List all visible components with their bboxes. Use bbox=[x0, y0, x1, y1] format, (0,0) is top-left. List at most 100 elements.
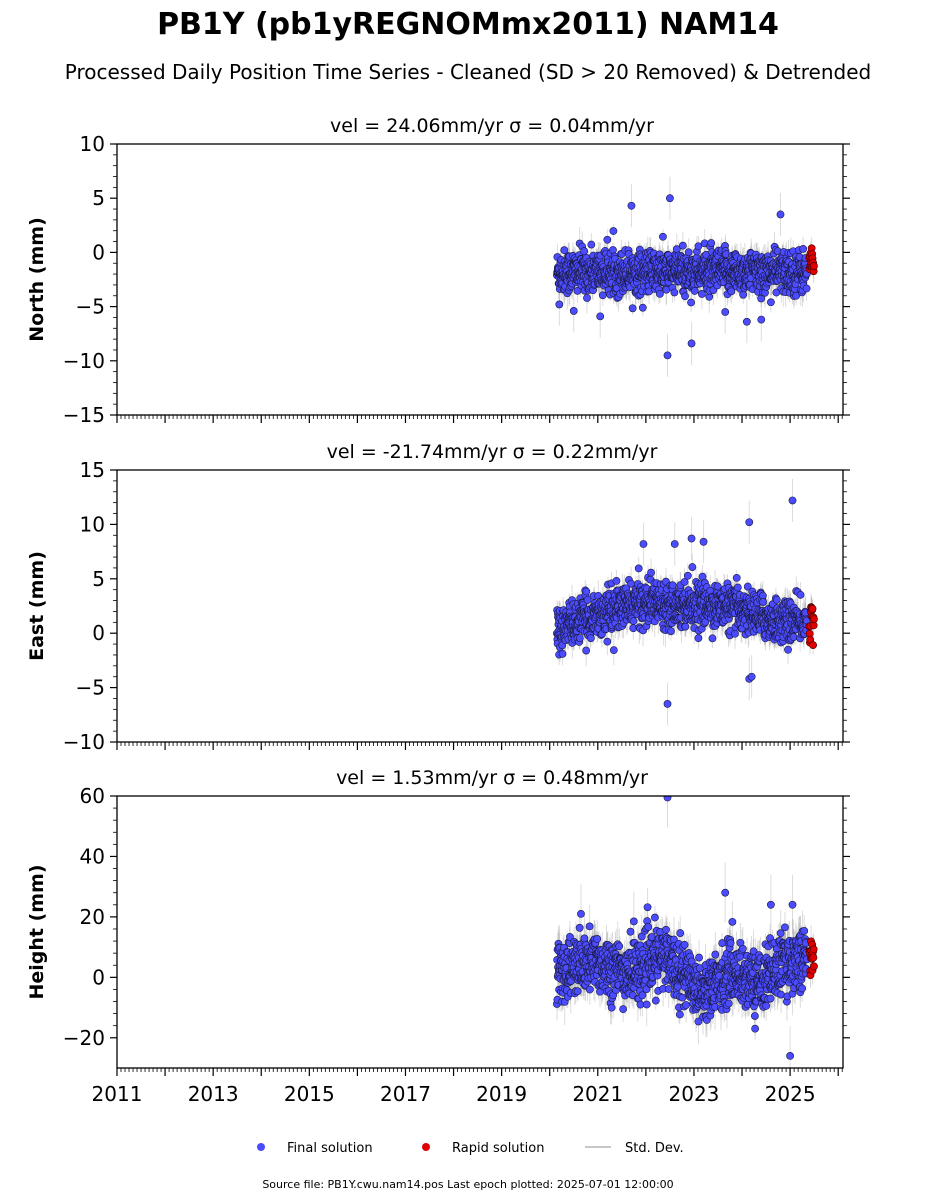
ytick-label: 10 bbox=[80, 132, 105, 156]
final-solution-point bbox=[627, 579, 636, 588]
final-solution-point bbox=[647, 568, 655, 577]
final-solution-point bbox=[638, 303, 647, 312]
ytick-label: −15 bbox=[63, 403, 105, 427]
final-solution-point bbox=[569, 307, 578, 315]
final-solution-point bbox=[713, 582, 722, 591]
final-solution-point bbox=[587, 240, 596, 249]
final-solution-point bbox=[687, 534, 696, 543]
final-solution-point bbox=[603, 235, 612, 244]
final-solution-point bbox=[745, 518, 754, 527]
final-solution-point bbox=[690, 287, 699, 295]
final-solution-point bbox=[666, 194, 674, 203]
final-solution-point bbox=[628, 304, 637, 313]
panel-title-north: vel = 24.06mm/yr σ = 0.04mm/yr bbox=[330, 115, 654, 137]
final-solution-point bbox=[799, 245, 808, 253]
final-solution-point bbox=[742, 317, 751, 326]
final-solution-point bbox=[707, 239, 716, 247]
plot-area-north bbox=[553, 176, 818, 377]
final-solution-point bbox=[694, 634, 703, 643]
rapid-solution-point bbox=[808, 604, 817, 613]
final-solution-point bbox=[721, 308, 730, 316]
axes-frame-east bbox=[116, 469, 844, 743]
final-solution-point bbox=[743, 582, 752, 591]
final-solution-point bbox=[560, 246, 569, 255]
final-solution-point bbox=[767, 298, 775, 307]
rapid-solution-point bbox=[810, 615, 818, 624]
ytick-label: −5 bbox=[76, 295, 105, 319]
final-solution-point bbox=[747, 672, 756, 681]
rapid-solution-point bbox=[809, 641, 817, 650]
ylabel-north: North (mm) bbox=[26, 217, 48, 342]
figure-title: PB1Y (pb1yREGNOMmx2011) NAM14 bbox=[157, 7, 779, 42]
final-solution-point bbox=[634, 564, 643, 573]
final-solution-point bbox=[759, 598, 768, 606]
final-solution-point bbox=[776, 210, 785, 219]
panel-title-east: vel = -21.74mm/yr σ = 0.22mm/yr bbox=[327, 441, 658, 463]
final-solution-point bbox=[727, 287, 736, 296]
final-solution-point bbox=[684, 248, 693, 257]
plot-area-east bbox=[553, 478, 818, 726]
final-solution-point bbox=[697, 290, 706, 298]
final-solution-point bbox=[575, 634, 584, 643]
final-solution-point bbox=[739, 290, 748, 299]
final-solution-point bbox=[681, 292, 689, 301]
final-solution-point bbox=[582, 646, 591, 655]
final-solution-point bbox=[772, 595, 781, 604]
final-solution-point bbox=[596, 312, 605, 321]
final-solution-point bbox=[656, 289, 664, 298]
final-solution-point bbox=[680, 578, 689, 586]
final-solution-point bbox=[678, 241, 687, 250]
final-solution-point bbox=[683, 571, 692, 580]
final-solution-point bbox=[708, 634, 717, 643]
panel-east: vel = -21.74mm/yr σ = 0.22mm/yr East (mm)… bbox=[26, 441, 850, 754]
final-solution-point bbox=[629, 617, 638, 625]
final-solution-point bbox=[609, 246, 617, 254]
final-solution-point bbox=[670, 540, 679, 548]
ytick-label: 5 bbox=[92, 567, 105, 591]
final-solution-point bbox=[580, 247, 589, 256]
final-solution-point bbox=[796, 590, 805, 599]
final-solution-point bbox=[788, 496, 797, 505]
final-solution-point bbox=[667, 627, 675, 636]
final-solution-point bbox=[694, 242, 703, 251]
final-solution-point bbox=[802, 284, 811, 293]
final-solution-point bbox=[670, 288, 679, 297]
final-solution-point bbox=[668, 581, 677, 590]
final-solution-point bbox=[609, 646, 618, 655]
final-solution-point bbox=[583, 596, 592, 604]
final-solution-point bbox=[603, 637, 612, 646]
final-solution-point bbox=[659, 232, 667, 241]
final-solution-point bbox=[688, 563, 697, 571]
final-solution-point bbox=[609, 227, 618, 235]
final-solution-point bbox=[784, 645, 792, 654]
final-solution-point bbox=[792, 291, 801, 300]
final-solution-point bbox=[699, 537, 708, 546]
ytick-label: 0 bbox=[92, 240, 105, 264]
rapid-solution-point bbox=[810, 262, 818, 270]
ytick-label: 5 bbox=[92, 186, 105, 210]
final-solution-point bbox=[789, 633, 798, 641]
final-solution-point bbox=[639, 540, 648, 548]
axes-frame-north bbox=[116, 143, 844, 416]
final-solution-point bbox=[583, 294, 591, 302]
ytick-label: −10 bbox=[63, 349, 105, 373]
ylabel-east: East (mm) bbox=[26, 551, 48, 661]
ytick-label: 15 bbox=[80, 458, 105, 482]
final-solution-point bbox=[733, 583, 742, 592]
final-solution-point bbox=[731, 629, 739, 638]
final-solution-point bbox=[757, 315, 766, 324]
final-solution-point bbox=[586, 634, 595, 643]
final-solution-point bbox=[612, 576, 621, 585]
final-solution-point bbox=[582, 587, 591, 596]
final-solution-point bbox=[663, 700, 672, 708]
final-solution-point bbox=[555, 300, 564, 309]
panel-north: vel = 24.06mm/yr σ = 0.04mm/yr North (mm)… bbox=[26, 115, 850, 427]
final-solution-point bbox=[663, 351, 672, 360]
final-solution-point bbox=[687, 298, 695, 307]
final-solution-point bbox=[732, 573, 741, 582]
ytick-label: 10 bbox=[80, 512, 105, 536]
final-solution-point bbox=[598, 291, 607, 300]
final-solution-point bbox=[687, 339, 696, 348]
final-solution-point bbox=[681, 622, 690, 631]
